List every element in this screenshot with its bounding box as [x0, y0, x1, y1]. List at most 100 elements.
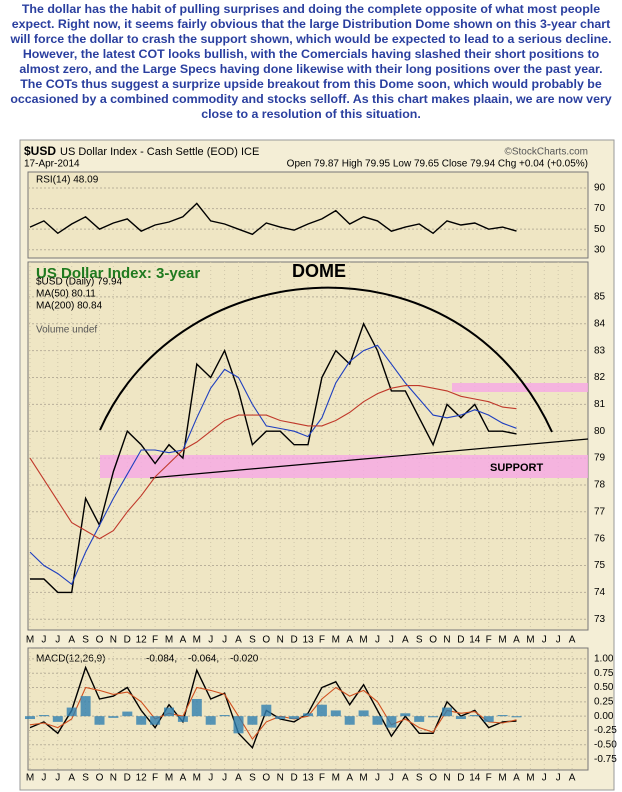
x-tick-label: M [332, 773, 340, 784]
x-tick-label: D [124, 773, 131, 784]
x-tick-label: 13 [302, 773, 314, 784]
chart-annotation: US Dollar Index: 3-year [36, 265, 200, 282]
x-tick-label: A [180, 635, 187, 646]
y-tick-label: 1.00 [594, 654, 614, 665]
x-tick-label: O [429, 773, 437, 784]
credit: ©StockCharts.com [504, 147, 588, 158]
legend-entry: -0.064, [188, 654, 219, 665]
x-tick-label: A [513, 635, 520, 646]
x-tick-label: J [375, 773, 380, 784]
x-tick-label: J [41, 773, 46, 784]
x-tick-label: M [526, 635, 534, 646]
histogram-bar [177, 716, 188, 722]
histogram-bar [122, 711, 133, 717]
series-line [29, 344, 517, 586]
x-tick-label: N [110, 635, 117, 646]
x-tick-label: N [110, 773, 117, 784]
x-tick-label: F [319, 773, 325, 784]
x-tick-label: O [262, 635, 270, 646]
series-line [29, 385, 517, 540]
x-tick-label: M [193, 635, 201, 646]
series-line [29, 686, 517, 741]
x-tick-label: A [68, 773, 75, 784]
y-tick-label: 77 [594, 506, 606, 517]
histogram-bar [303, 713, 313, 717]
x-tick-label: A [68, 635, 75, 646]
y-tick-label: 30 [594, 244, 606, 255]
x-tick-label: F [319, 635, 325, 646]
y-tick-label: 79 [594, 453, 606, 464]
histogram-bar [469, 715, 480, 717]
x-tick-label: M [26, 773, 34, 784]
x-tick-label: M [526, 773, 534, 784]
x-tick-label: S [249, 635, 256, 646]
x-tick-label: J [55, 773, 60, 784]
y-tick-label: 78 [594, 480, 606, 491]
x-tick-label: O [429, 635, 437, 646]
x-tick-label: J [208, 773, 213, 784]
legend-entry: MA(50) 80.11 [36, 289, 96, 300]
histogram-bar [400, 713, 411, 717]
histogram-bar [414, 716, 425, 722]
histogram-bar [150, 716, 161, 725]
y-tick-label: -0.50 [594, 739, 617, 750]
series-line [29, 202, 517, 236]
x-tick-label: S [416, 773, 423, 784]
x-tick-label: D [457, 635, 464, 646]
x-tick-label: D [290, 635, 297, 646]
x-tick-label: J [222, 635, 227, 646]
histogram-bar [511, 716, 522, 718]
histogram-bar [428, 716, 439, 718]
y-tick-label: 75 [594, 560, 606, 571]
legend-entry: -0.020 [230, 654, 259, 665]
x-tick-label: O [262, 773, 270, 784]
histogram-bar [80, 696, 91, 717]
x-tick-label: J [222, 773, 227, 784]
histogram-bar [372, 716, 383, 725]
y-tick-label: 83 [594, 345, 606, 356]
x-tick-label: J [208, 635, 213, 646]
x-tick-label: N [277, 773, 284, 784]
histogram-bar [483, 716, 494, 722]
histogram-bar [38, 715, 49, 717]
histogram-bar [94, 716, 105, 725]
y-tick-label: -0.75 [594, 754, 617, 765]
y-tick-label: 76 [594, 533, 606, 544]
rsi-panel [27, 171, 589, 259]
dome-label: DOME [292, 261, 346, 281]
y-tick-label: -0.25 [594, 725, 617, 736]
x-tick-label: A [235, 773, 242, 784]
histogram-bar [344, 716, 355, 725]
histogram-bar [386, 716, 397, 728]
x-tick-label: J [55, 635, 60, 646]
histogram-bar [497, 715, 508, 717]
histogram-bar [233, 716, 244, 734]
x-tick-label: J [542, 773, 547, 784]
support-band [100, 455, 588, 478]
x-tick-label: M [165, 773, 173, 784]
x-tick-label: 14 [469, 773, 481, 784]
support-label: SUPPORT [490, 462, 543, 474]
histogram-bar [330, 710, 341, 717]
x-tick-label: J [389, 635, 394, 646]
x-tick-label: M [165, 635, 173, 646]
y-tick-label: 80 [594, 426, 606, 437]
y-tick-label: 73 [594, 614, 606, 625]
x-tick-label: A [402, 773, 409, 784]
x-tick-label: J [389, 773, 394, 784]
histogram-bar [108, 716, 119, 718]
x-tick-label: A [569, 635, 576, 646]
histogram-bar [191, 698, 202, 717]
x-tick-label: F [152, 773, 158, 784]
y-tick-label: 84 [594, 318, 606, 329]
x-tick-label: M [332, 635, 340, 646]
x-tick-label: S [249, 773, 256, 784]
x-tick-label: D [290, 773, 297, 784]
y-tick-label: 0.25 [594, 696, 614, 707]
x-tick-label: D [124, 635, 131, 646]
histogram-bar [261, 704, 272, 717]
article-text: The dollar has the habit of pulling surp… [10, 2, 612, 121]
histogram-bar [205, 716, 216, 725]
